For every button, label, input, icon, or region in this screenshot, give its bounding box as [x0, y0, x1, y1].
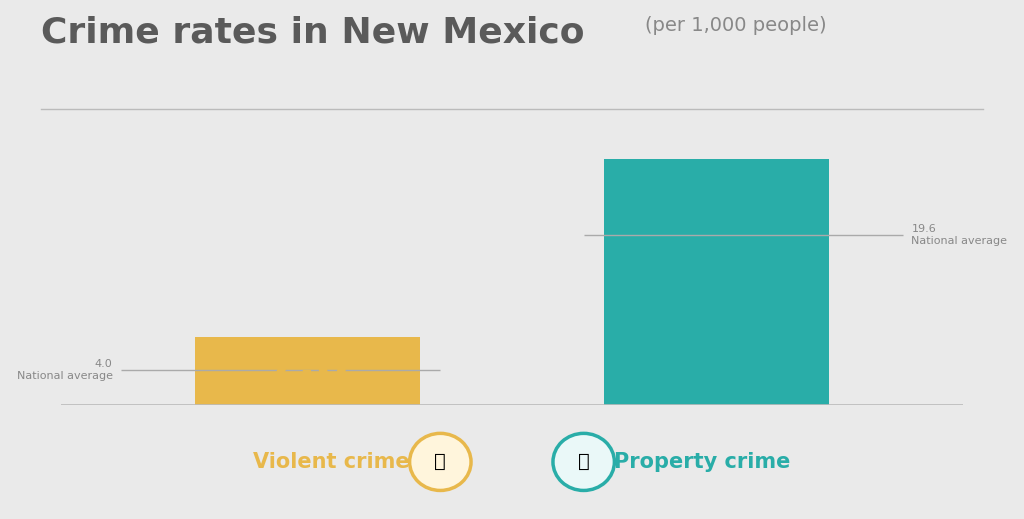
- Text: 🔔: 🔔: [434, 453, 446, 471]
- Text: 28.4: 28.4: [658, 166, 775, 211]
- Text: Crime rates in New Mexico: Crime rates in New Mexico: [41, 16, 585, 50]
- Text: (per 1,000 people): (per 1,000 people): [645, 16, 826, 35]
- Bar: [195, 337, 420, 405]
- Ellipse shape: [410, 433, 471, 490]
- Text: 7.8: 7.8: [265, 344, 349, 389]
- Text: 4.0
National average: 4.0 National average: [16, 359, 113, 381]
- Text: Property crime: Property crime: [614, 452, 791, 472]
- Bar: [604, 159, 829, 405]
- Text: 🏠: 🏠: [578, 453, 590, 471]
- Text: 19.6
National average: 19.6 National average: [911, 224, 1008, 247]
- Ellipse shape: [553, 433, 614, 490]
- Text: Violent crime: Violent crime: [253, 452, 410, 472]
